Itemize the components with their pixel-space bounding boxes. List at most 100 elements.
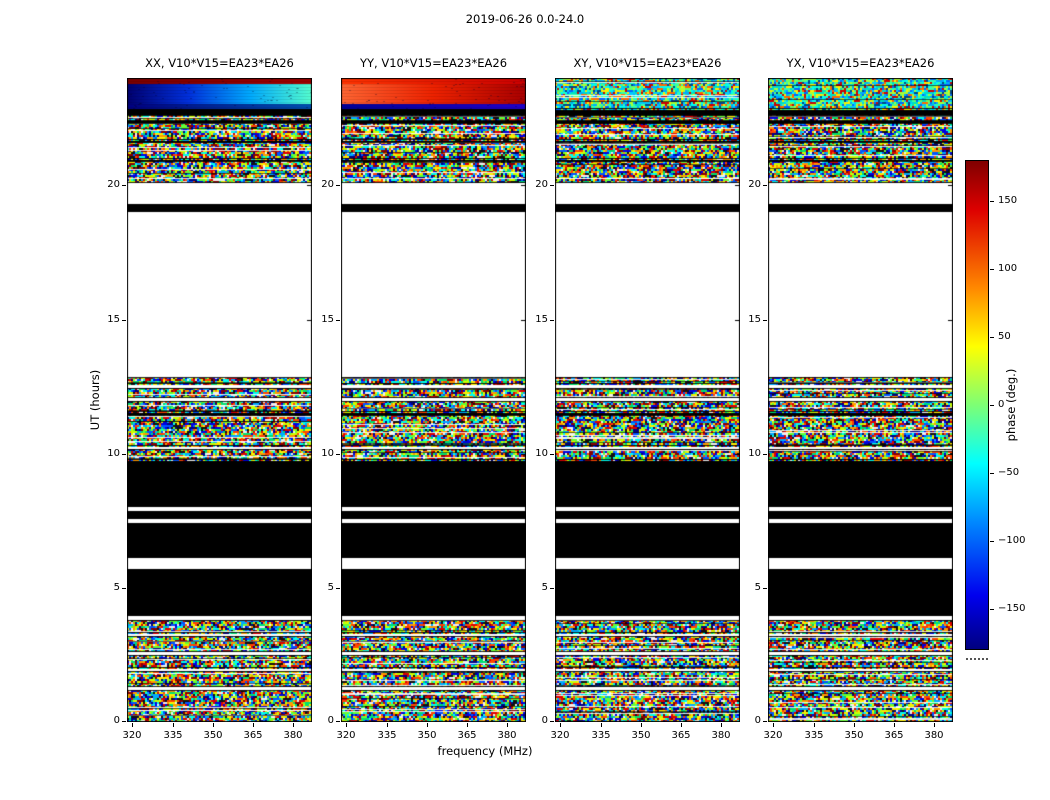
x-tick bbox=[427, 723, 428, 727]
y-tick-label: 5 bbox=[754, 582, 761, 593]
y-tick bbox=[550, 721, 554, 722]
x-tick-label: 365 bbox=[243, 730, 263, 741]
x-axis-label: frequency (MHz) bbox=[437, 744, 533, 758]
x-tick bbox=[854, 723, 855, 727]
colorbar-tick-label: −150 bbox=[998, 603, 1026, 614]
y-tick bbox=[763, 721, 767, 722]
y-tick-label: 10 bbox=[107, 448, 120, 459]
x-tick-label: 320 bbox=[550, 730, 570, 741]
x-tick-label: 350 bbox=[417, 730, 437, 741]
x-tick bbox=[173, 723, 174, 727]
y-tick-label: 20 bbox=[535, 179, 548, 190]
y-tick bbox=[336, 721, 340, 722]
x-tick-label: 335 bbox=[163, 730, 183, 741]
x-tick-label: 380 bbox=[924, 730, 944, 741]
x-tick bbox=[641, 723, 642, 727]
x-tick-label: 335 bbox=[804, 730, 824, 741]
y-tick-label: 10 bbox=[321, 448, 334, 459]
y-tick bbox=[122, 320, 126, 321]
x-tick-label: 320 bbox=[122, 730, 142, 741]
colorbar-tick-label: 150 bbox=[998, 195, 1018, 206]
colorbar-tick-label: 0 bbox=[998, 399, 1005, 410]
colorbar-tick-label: −50 bbox=[998, 467, 1020, 478]
x-tick bbox=[467, 723, 468, 727]
y-tick-label: 20 bbox=[748, 179, 761, 190]
y-tick bbox=[336, 588, 340, 589]
y-tick bbox=[336, 320, 340, 321]
x-tick bbox=[721, 723, 722, 727]
x-tick-label: 335 bbox=[591, 730, 611, 741]
panel-title-xy: XY, V10*V15=EA23*EA26 bbox=[573, 56, 722, 70]
y-tick-label: 5 bbox=[327, 582, 334, 593]
y-tick-label: 5 bbox=[113, 582, 120, 593]
x-tick-label: 380 bbox=[283, 730, 303, 741]
y-tick-label: 10 bbox=[748, 448, 761, 459]
colorbar-tick bbox=[990, 337, 994, 338]
x-tick-label: 365 bbox=[457, 730, 477, 741]
panel-title-yx: YX, V10*V15=EA23*EA26 bbox=[786, 56, 935, 70]
y-tick-label: 15 bbox=[321, 314, 334, 325]
x-tick bbox=[387, 723, 388, 727]
panel-title-yy: YY, V10*V15=EA23*EA26 bbox=[359, 56, 508, 70]
figure-title: 2019-06-26 0.0-24.0 bbox=[465, 12, 585, 26]
x-tick bbox=[773, 723, 774, 727]
colorbar-tick bbox=[990, 201, 994, 202]
heatmap-xy bbox=[555, 78, 740, 722]
x-tick bbox=[507, 723, 508, 727]
colorbar-tick bbox=[990, 609, 994, 610]
heatmap-yy bbox=[341, 78, 526, 722]
x-tick-label: 350 bbox=[844, 730, 864, 741]
x-tick-label: 350 bbox=[631, 730, 651, 741]
y-tick bbox=[122, 721, 126, 722]
y-tick-label: 20 bbox=[321, 179, 334, 190]
panel-xy: XY, V10*V15=EA23*EA26 0 5 10 15 20 320 335 350 3… bbox=[535, 56, 740, 741]
heatmap-yx bbox=[768, 78, 953, 722]
colorbar-tick-label: 50 bbox=[998, 331, 1011, 342]
y-tick bbox=[122, 454, 126, 455]
colorbar-tick bbox=[990, 269, 994, 270]
y-tick bbox=[336, 454, 340, 455]
y-tick-label: 15 bbox=[107, 314, 120, 325]
x-tick bbox=[814, 723, 815, 727]
x-tick bbox=[293, 723, 294, 727]
x-tick-label: 350 bbox=[203, 730, 223, 741]
y-tick bbox=[122, 185, 126, 186]
y-tick bbox=[122, 588, 126, 589]
x-tick-label: 320 bbox=[336, 730, 356, 741]
colorbar-tick bbox=[990, 541, 994, 542]
y-tick bbox=[336, 185, 340, 186]
x-tick-label: 335 bbox=[377, 730, 397, 741]
colorbar: phase (deg.) 150 100 50 0 −50 −100 −150 bbox=[965, 160, 1025, 660]
panel-yx: YX, V10*V15=EA23*EA26 0 5 10 15 20 320 335 350 3… bbox=[748, 56, 953, 741]
y-tick bbox=[550, 320, 554, 321]
x-tick-label: 365 bbox=[884, 730, 904, 741]
y-tick-label: 0 bbox=[541, 715, 548, 726]
y-tick bbox=[763, 454, 767, 455]
y-tick-label: 0 bbox=[754, 715, 761, 726]
colorbar-tick-label: −100 bbox=[998, 535, 1026, 546]
y-tick-label: 15 bbox=[748, 314, 761, 325]
x-tick-label: 320 bbox=[763, 730, 783, 741]
y-tick bbox=[550, 185, 554, 186]
x-tick bbox=[132, 723, 133, 727]
x-tick bbox=[560, 723, 561, 727]
y-tick bbox=[550, 588, 554, 589]
x-tick bbox=[346, 723, 347, 727]
colorbar-extend bbox=[966, 654, 988, 660]
colorbar-tick bbox=[990, 473, 994, 474]
y-tick bbox=[763, 320, 767, 321]
colorbar-gradient bbox=[965, 160, 989, 650]
x-tick bbox=[253, 723, 254, 727]
y-tick-label: 0 bbox=[327, 715, 334, 726]
x-tick bbox=[894, 723, 895, 727]
x-tick bbox=[934, 723, 935, 727]
colorbar-label: phase (deg.) bbox=[1004, 368, 1018, 442]
x-tick-label: 365 bbox=[671, 730, 691, 741]
x-tick bbox=[213, 723, 214, 727]
y-tick-label: 15 bbox=[535, 314, 548, 325]
colorbar-tick-label: 100 bbox=[998, 263, 1018, 274]
x-tick-label: 380 bbox=[497, 730, 517, 741]
y-tick bbox=[763, 588, 767, 589]
y-tick-label: 0 bbox=[113, 715, 120, 726]
